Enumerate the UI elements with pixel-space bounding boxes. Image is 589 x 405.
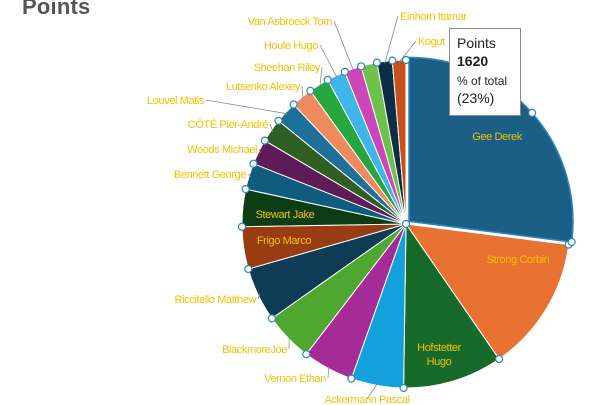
- selection-handle[interactable]: [323, 75, 332, 85]
- slice-label-ackermann-pascal: Ackermann Pascal: [324, 394, 409, 405]
- slice-label-riccitello-matthew: Riccitello Matthew: [175, 294, 257, 306]
- selection-handle[interactable]: [237, 222, 247, 231]
- selection-handle[interactable]: [567, 237, 576, 247]
- leader-line-cote-pier-andre: [269, 123, 274, 132]
- slice-label-sheehan-riley: Sheehan Riley: [254, 62, 321, 74]
- leader-lines: [205, 15, 417, 400]
- selection-handle[interactable]: [495, 354, 504, 364]
- slice-label-cote-pier-andre: CÔTÉ Pier-André: [188, 118, 268, 131]
- selection-handle[interactable]: [347, 374, 356, 383]
- selection-handle[interactable]: [388, 56, 397, 65]
- slice-label-van-asbroeck-tom: Van Asbroeck Tom: [248, 16, 333, 28]
- selection-handle[interactable]: [249, 159, 258, 168]
- slice-label-hofstetter-hugo: Hofstetter Hugo: [417, 342, 461, 368]
- pie-slice-strong-corbin[interactable]: [404, 223, 570, 360]
- leader-line-houle-hugo: [319, 44, 338, 78]
- slice-label-houle-hugo: Houle Hugo: [264, 40, 318, 52]
- slice-label-frigo-marco: Frigo Marco: [257, 235, 312, 247]
- selection-handle[interactable]: [274, 116, 283, 125]
- slice-label-einhorn-itamar: Einhorn Itamar: [400, 11, 467, 23]
- slice-label-kogut: Kogut: [418, 36, 445, 48]
- selection-handle[interactable]: [289, 100, 298, 109]
- slice-label-lutsenko-alexey: Lutsenko Alexey: [226, 81, 301, 93]
- selection-handle[interactable]: [267, 314, 276, 323]
- chart-title: Points: [22, 0, 91, 19]
- slice-label-strong-corbin: Strong Corbin: [487, 254, 550, 266]
- selection-handle[interactable]: [401, 55, 411, 65]
- slice-label-gee-derek: Gee Derek: [472, 131, 522, 143]
- tooltip-series-name: Points: [457, 35, 496, 51]
- chart-tooltip: Points 1620 % of total (23%): [449, 28, 521, 116]
- slice-labels: Gee Derek Strong Corbin Hofstetter Hugo Acke…: [147, 11, 550, 405]
- tooltip-value: 1620: [457, 53, 489, 69]
- slice-label-vernon-ethan: Vernon Ethan: [264, 373, 326, 385]
- leader-line-lutsenko-alexey: [301, 85, 304, 99]
- slice-label-woods-michael: Woods Michael: [187, 144, 257, 156]
- selection-handle[interactable]: [527, 108, 537, 118]
- slice-label-blackmorejoe: BlackmoreJoe: [222, 344, 287, 356]
- selection-handle[interactable]: [357, 62, 366, 71]
- leader-line-louvel-matis: [205, 99, 288, 115]
- selection-handles[interactable]: [237, 55, 576, 393]
- leader-line-sheehan-riley: [319, 66, 323, 87]
- selection-handle[interactable]: [260, 136, 269, 145]
- selection-handle[interactable]: [302, 350, 311, 359]
- selection-handle[interactable]: [372, 58, 381, 67]
- slice-label-bennett-george: Bennett George: [174, 169, 246, 181]
- tooltip-metric-label: % of total: [457, 74, 508, 88]
- leader-line-einhorn-itamar: [384, 15, 399, 64]
- slice-label-louvel-matis: Louvel Matis: [147, 95, 205, 107]
- leader-line-riccitello-matthew: [257, 293, 261, 300]
- leader-line-van-asbroeck-tom: [333, 20, 354, 71]
- tooltip-percent: (23%): [457, 90, 495, 106]
- selection-handle[interactable]: [244, 264, 253, 274]
- selection-handle[interactable]: [241, 185, 250, 194]
- selection-handle[interactable]: [306, 86, 315, 95]
- selection-handle[interactable]: [340, 67, 349, 76]
- leader-line-kogut: [398, 40, 417, 63]
- leader-line-ackermann-pascal: [366, 383, 378, 400]
- selection-handle[interactable]: [399, 383, 408, 393]
- center-handle[interactable]: [401, 219, 411, 229]
- slice-label-stewart-jake: Stewart Jake: [256, 209, 315, 221]
- leader-line-woods-michael: [258, 148, 261, 153]
- leader-line-vernon-ethan: [327, 366, 330, 379]
- leader-line-bennett-george: [247, 173, 252, 178]
